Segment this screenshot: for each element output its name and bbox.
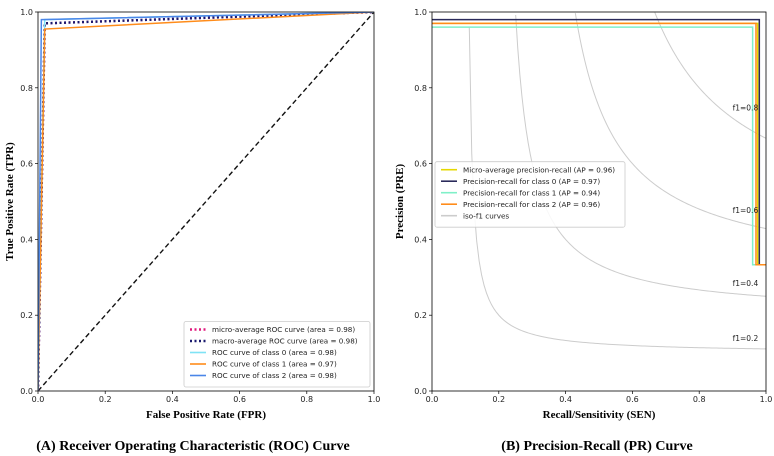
x-tick-label: 0.0 [426, 395, 439, 404]
y-tick-label: 0.2 [20, 311, 33, 320]
x-tick-label: 0.8 [300, 395, 313, 404]
x-tick-label: 0.8 [693, 395, 706, 404]
x-tick-label: 1.0 [760, 395, 773, 404]
pr-series-line-0 [432, 22, 766, 266]
iso-f1-curve [654, 12, 766, 139]
legend-entry: ROC curve of class 2 (area = 0.98) [212, 371, 337, 380]
x-tick-label: 0.4 [559, 395, 572, 404]
pr-legend: Micro-average precision-recall (AP = 0.9… [434, 161, 626, 228]
pr-series-line-2 [432, 26, 766, 266]
x-tick-label: 0.0 [32, 395, 45, 404]
x-tick-label: 0.2 [99, 395, 112, 404]
legend-entry: micro-average ROC curve (area = 0.98) [212, 325, 355, 334]
roc-plot-area [38, 12, 374, 391]
chance-diagonal-line [38, 12, 374, 391]
pr-plot-area [432, 12, 766, 350]
pr-series-line-1 [432, 18, 766, 266]
y-tick-label: 0.2 [414, 311, 427, 320]
iso-f1-curve [515, 14, 766, 297]
legend-entry: iso-f1 curves [463, 211, 509, 220]
y-tick-label: 0.4 [20, 235, 33, 244]
iso-f1-label: f1=0.6 [733, 206, 759, 215]
iso-f1-curve [468, 26, 766, 350]
y-tick-label: 0.4 [414, 235, 427, 244]
pr-series-line-3 [432, 22, 766, 266]
y-tick-label: 0.8 [20, 84, 33, 93]
roc-chart: 0.0 0.2 0.4 0.6 0.8 1.0 0.0 0.2 0.4 0.6 0.8 1.0 Fals… [4, 8, 380, 454]
legend-entry: ROC curve of class 0 (area = 0.98) [212, 348, 337, 357]
roc-series-line-4 [38, 12, 374, 391]
figure-caption: (A) Receiver Operating Characteristic (R… [36, 439, 349, 454]
legend-entry: Micro-average precision-recall (AP = 0.9… [463, 165, 615, 174]
y-tick-label: 1.0 [20, 8, 33, 17]
iso-f1-curve [574, 12, 766, 230]
legend-entry: Precision-recall for class 1 (AP = 0.94) [463, 188, 600, 197]
x-tick-label: 0.6 [233, 395, 246, 404]
x-axis-label: Recall/Sensitivity (SEN) [543, 409, 656, 421]
legend-entry: ROC curve of class 1 (area = 0.97) [212, 360, 337, 369]
pr-chart: f1=0.2 f1=0.4 f1=0.6 f1=0.8 0.0 0.2 0.4 0.6 0.8 1… [394, 8, 772, 454]
iso-f1-label: f1=0.8 [733, 104, 759, 113]
y-tick-label: 0.6 [20, 160, 33, 169]
x-tick-label: 0.4 [166, 395, 179, 404]
legend-entry: macro-average ROC curve (area = 0.98) [212, 337, 358, 346]
y-axis-label: Precision (PRE) [394, 164, 406, 240]
roc-plot-frame [37, 11, 375, 392]
y-tick-label: 0.0 [414, 387, 427, 396]
figure-caption: (B) Precision-Recall (PR) Curve [501, 439, 692, 454]
y-tick-label: 1.0 [414, 8, 427, 17]
y-tick-label: 0.0 [20, 387, 33, 396]
x-tick-label: 1.0 [368, 395, 381, 404]
roc-legend: micro-average ROC curve (area = 0.98) mac… [183, 321, 371, 388]
roc-series-line-3 [38, 12, 374, 391]
x-tick-label: 0.6 [626, 395, 639, 404]
pr-plot-frame [431, 11, 767, 392]
x-axis-label: False Positive Rate (FPR) [146, 409, 266, 421]
y-tick-label: 0.8 [414, 84, 427, 93]
iso-f1-label: f1=0.2 [733, 334, 759, 343]
legend-box [183, 321, 371, 388]
legend-entry: Precision-recall for class 2 (AP = 0.96) [463, 200, 600, 209]
x-tick-label: 0.2 [492, 395, 505, 404]
legend-box [434, 161, 626, 228]
legend-entry: Precision-recall for class 0 (AP = 0.97) [463, 177, 600, 186]
y-axis-label: True Positive Rate (TPR) [4, 142, 16, 261]
y-tick-label: 0.6 [414, 160, 427, 169]
iso-f1-label: f1=0.4 [733, 279, 759, 288]
